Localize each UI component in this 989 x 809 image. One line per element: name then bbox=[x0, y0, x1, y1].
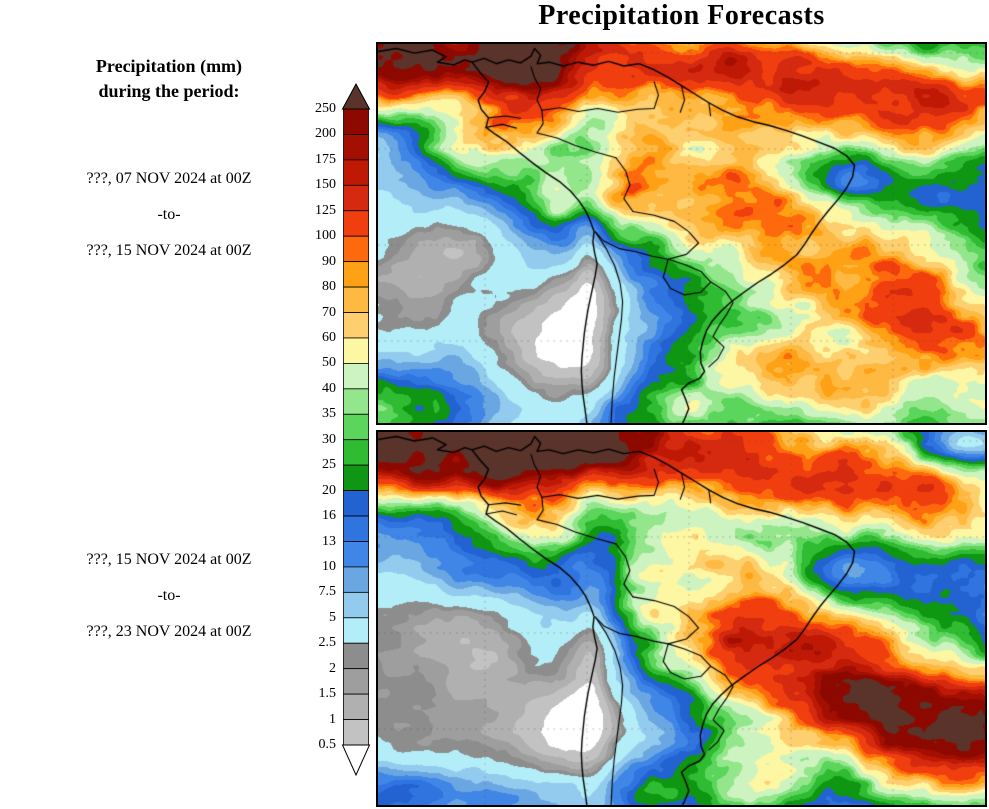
colorbar-tick-label: 90 bbox=[322, 253, 336, 269]
colorbar-segment bbox=[343, 668, 369, 695]
colorbar-tick-label: 80 bbox=[322, 279, 336, 295]
colorbar-segment bbox=[343, 134, 369, 161]
forecast-map-period-2 bbox=[378, 432, 985, 805]
colorbar-tick-label: 16 bbox=[322, 508, 336, 523]
colorbar-segment bbox=[343, 642, 369, 670]
colorbar-tick-label: 150 bbox=[315, 177, 336, 193]
colorbar-segment bbox=[343, 413, 369, 441]
colorbar-segment bbox=[343, 210, 369, 237]
colorbar-segment bbox=[343, 541, 369, 568]
colorbar-tick-label: 100 bbox=[315, 228, 336, 244]
colorbar-tick-labels: 250 200 175 150 125 100 90 80 70 60 50 40 35 30 25 20 16… bbox=[248, 0, 336, 809]
colorbar-heading-line1: Precipitation (mm) bbox=[95, 56, 243, 76]
period-2-separator: -to- bbox=[157, 587, 181, 604]
colorbar-scale bbox=[341, 82, 371, 777]
forecast-map-period-1 bbox=[378, 44, 985, 423]
colorbar-tick-label: 20 bbox=[322, 482, 336, 498]
colorbar-segment bbox=[343, 566, 369, 593]
forecast-period-2-label: ???, 15 NOV 2024 at 00Z -to- ???, 23 NOV… bbox=[18, 551, 320, 661]
colorbar-tick-label: 30 bbox=[322, 431, 336, 447]
forecast-period-1-label: ???, 07 NOV 2024 at 00Z -to- ???, 15 NOV… bbox=[18, 170, 320, 280]
colorbar-tick-label: 0.5 bbox=[318, 737, 337, 752]
colorbar-segment bbox=[343, 515, 369, 542]
colorbar-tick-label: 250 bbox=[315, 101, 336, 116]
colorbar-segment bbox=[343, 235, 369, 263]
colorbar-tick-label: 7.5 bbox=[318, 584, 337, 600]
colorbar-tick-label: 2.5 bbox=[318, 635, 337, 651]
colorbar-tick-label: 70 bbox=[322, 304, 336, 320]
colorbar-heading: Precipitation (mm) during the period: bbox=[18, 54, 320, 104]
colorbar-tick-label: 125 bbox=[315, 202, 336, 218]
colorbar-tick-label: 175 bbox=[315, 151, 336, 167]
colorbar-tick-label: 50 bbox=[322, 355, 336, 371]
colorbar-segment bbox=[343, 337, 369, 364]
period-1-end: ???, 15 NOV 2024 at 00Z bbox=[86, 242, 252, 259]
colorbar bbox=[341, 82, 371, 777]
colorbar-tick-label: 1.5 bbox=[318, 686, 337, 702]
colorbar-segment bbox=[343, 286, 369, 313]
colorbar-tick-label: 200 bbox=[315, 126, 336, 142]
colorbar-segment bbox=[343, 362, 369, 390]
colorbar-tick-label: 40 bbox=[322, 380, 336, 396]
colorbar-tick-label: 25 bbox=[322, 457, 336, 473]
colorbar-segment bbox=[343, 159, 369, 186]
colorbar-tick-label: 1 bbox=[329, 711, 336, 727]
colorbar-segment bbox=[343, 312, 369, 339]
colorbar-tick-label: 10 bbox=[322, 558, 336, 574]
map-panel-1 bbox=[376, 42, 987, 425]
colorbar-segment bbox=[343, 617, 369, 644]
colorbar-heading-line2: during the period: bbox=[98, 81, 240, 101]
colorbar-above-max-arrow bbox=[341, 82, 371, 110]
colorbar-segment bbox=[343, 464, 369, 492]
colorbar-segment bbox=[343, 108, 369, 135]
colorbar-tick-label: 2 bbox=[329, 660, 336, 676]
colorbar-segment bbox=[343, 439, 369, 466]
colorbar-segment bbox=[343, 184, 369, 212]
colorbar-segment bbox=[343, 693, 369, 720]
period-1-separator: -to- bbox=[157, 206, 181, 223]
colorbar-segment bbox=[343, 261, 369, 288]
map-panel-2 bbox=[376, 430, 987, 807]
period-2-end: ???, 23 NOV 2024 at 00Z bbox=[86, 623, 252, 640]
page-title: Precipitation Forecasts bbox=[538, 0, 825, 31]
period-2-start: ???, 15 NOV 2024 at 00Z bbox=[86, 551, 252, 568]
colorbar-segment bbox=[343, 591, 369, 619]
colorbar-segment bbox=[343, 719, 369, 746]
colorbar-tick-label: 35 bbox=[322, 406, 336, 422]
colorbar-tick-label: 60 bbox=[322, 330, 336, 345]
colorbar-tick-label: 13 bbox=[322, 533, 336, 549]
colorbar-below-min-arrow bbox=[341, 744, 371, 777]
colorbar-tick-label: 5 bbox=[329, 609, 336, 625]
colorbar-segment bbox=[343, 388, 369, 415]
period-1-start: ???, 07 NOV 2024 at 00Z bbox=[86, 170, 252, 187]
colorbar-segment bbox=[343, 490, 369, 517]
